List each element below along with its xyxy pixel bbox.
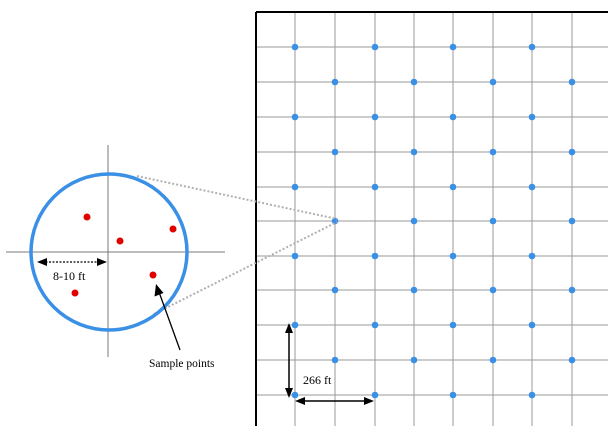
- grid-sample-dot: [489, 78, 497, 86]
- zoomed-plot: [6, 145, 225, 357]
- grid-sample-dot: [568, 286, 576, 294]
- grid-sample-dot: [528, 321, 536, 329]
- spacing-bracket: [37, 258, 107, 266]
- grid-sample-dot: [410, 78, 418, 86]
- grid-sample-dot: [410, 217, 418, 225]
- grid-sample-dot: [371, 391, 379, 399]
- grid-sample-dot: [489, 286, 497, 294]
- grid-sample-dot: [568, 78, 576, 86]
- sample-point: [116, 237, 124, 245]
- grid-sample-dot: [528, 43, 536, 51]
- zoom-circle: [29, 172, 189, 332]
- sample-point: [71, 289, 79, 297]
- grid-sample-dot: [449, 321, 457, 329]
- grid-sample-dot: [371, 321, 379, 329]
- sample-point: [169, 225, 177, 233]
- zoom-leader-line-bottom: [153, 221, 338, 315]
- grid-sample-dot: [371, 252, 379, 260]
- grid-sample-dot: [449, 113, 457, 121]
- grid-sample-dot: [449, 43, 457, 51]
- grid-sample-dot: [331, 148, 339, 156]
- grid-lines: [255, 11, 608, 426]
- grid-sample-dot: [331, 286, 339, 294]
- spacing-label: 8-10 ft: [53, 269, 86, 283]
- grid-spacing-label: 266 ft: [303, 373, 332, 387]
- grid-sample-dot: [410, 148, 418, 156]
- grid-sample-dot: [410, 286, 418, 294]
- grid-sample-dot: [331, 356, 339, 364]
- grid-sample-dot: [568, 148, 576, 156]
- grid-sample-dot: [568, 217, 576, 225]
- grid-sample-dot: [410, 356, 418, 364]
- sample-points-arrow: [154, 284, 181, 351]
- grid-sample-dot: [528, 113, 536, 121]
- sample-point: [83, 213, 91, 221]
- grid-spacing-vertical-arrow: [285, 323, 293, 398]
- arrowhead-right-icon: [97, 258, 107, 266]
- grid-sample-dot: [291, 252, 299, 260]
- grid-sample-dot: [528, 183, 536, 191]
- grid-dots: [291, 43, 576, 399]
- sample-point: [149, 271, 157, 279]
- grid-sample-dot: [449, 252, 457, 260]
- grid-sample-dot: [291, 183, 299, 191]
- grid-sample-dot: [291, 321, 299, 329]
- arrowhead-left-icon: [37, 258, 47, 266]
- grid-spacing-horizontal-arrow: [295, 397, 374, 405]
- grid-sample-dot: [331, 78, 339, 86]
- grid-sample-dot: [291, 391, 299, 399]
- sample-points-label: Sample points: [149, 358, 215, 370]
- grid-sample-dot: [528, 252, 536, 260]
- grid-sample-dot: [489, 217, 497, 225]
- grid-sample-dot: [528, 391, 536, 399]
- grid-sample-dot: [489, 356, 497, 364]
- arrowhead-icon: [154, 284, 164, 297]
- grid-sample-dot: [291, 113, 299, 121]
- grid-sample-dot: [568, 356, 576, 364]
- grid-sample-dot: [371, 43, 379, 51]
- grid-sample-dot: [371, 113, 379, 121]
- grid-sample-dot: [449, 391, 457, 399]
- grid-sample-dot: [449, 183, 457, 191]
- grid-sample-dot: [371, 183, 379, 191]
- grid-sample-dot: [291, 43, 299, 51]
- grid-sample-dot: [489, 148, 497, 156]
